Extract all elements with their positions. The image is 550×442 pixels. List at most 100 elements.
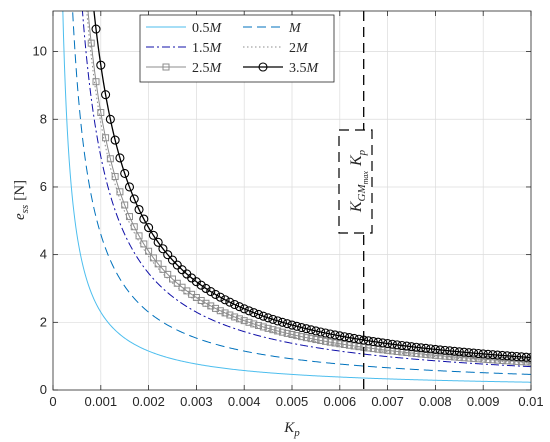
data-point bbox=[373, 337, 383, 347]
data-point bbox=[316, 327, 326, 337]
series-3 bbox=[81, 11, 531, 368]
data-point bbox=[411, 342, 421, 352]
data-point bbox=[441, 352, 449, 360]
legend-entry: 3.5M bbox=[243, 61, 320, 76]
data-point bbox=[116, 188, 124, 196]
data-point bbox=[115, 153, 125, 163]
data-point bbox=[297, 322, 307, 333]
x-tick-label: 0.008 bbox=[419, 394, 452, 409]
series-line bbox=[72, 11, 531, 375]
data-point bbox=[125, 213, 133, 221]
data-point bbox=[488, 350, 498, 360]
data-point bbox=[106, 155, 114, 163]
data-point bbox=[408, 349, 415, 357]
data-point bbox=[494, 356, 502, 364]
y-tick-label: 10 bbox=[33, 44, 47, 59]
data-point bbox=[526, 352, 531, 363]
data-point bbox=[253, 309, 264, 320]
data-point bbox=[402, 341, 412, 351]
data-point bbox=[484, 356, 492, 364]
y-axis-title: ess[N] bbox=[12, 180, 31, 220]
data-point bbox=[121, 201, 129, 209]
data-point bbox=[349, 333, 359, 343]
data-point bbox=[134, 204, 144, 215]
data-point bbox=[298, 333, 306, 341]
data-point bbox=[341, 341, 349, 349]
data-point bbox=[92, 78, 100, 86]
data-point bbox=[249, 308, 259, 318]
data-point bbox=[363, 336, 374, 346]
x-tick-label: 0.009 bbox=[467, 394, 500, 409]
data-point bbox=[130, 223, 138, 231]
data-point bbox=[231, 313, 239, 321]
data-point bbox=[517, 358, 525, 366]
data-point bbox=[140, 240, 148, 248]
data-point bbox=[403, 349, 411, 357]
legend-entry: 1.5M bbox=[146, 41, 223, 56]
data-point bbox=[111, 173, 119, 181]
y-tick-label: 0 bbox=[40, 382, 47, 397]
data-point bbox=[159, 265, 167, 273]
data-point bbox=[331, 339, 339, 347]
annotation-label: KGMmaxKp bbox=[348, 149, 370, 213]
data-point bbox=[497, 350, 507, 360]
data-point bbox=[245, 318, 253, 326]
data-point bbox=[406, 342, 417, 352]
data-point bbox=[507, 351, 517, 361]
x-tick-label: 0 bbox=[49, 394, 56, 409]
x-tick-label: 0.01 bbox=[518, 394, 543, 409]
data-point bbox=[292, 321, 302, 331]
data-point bbox=[306, 325, 316, 335]
legend-marker bbox=[258, 62, 268, 72]
legend-label: 3.5M bbox=[289, 61, 320, 76]
data-point bbox=[336, 340, 344, 348]
data-point bbox=[110, 135, 120, 145]
data-point bbox=[96, 60, 106, 70]
data-point bbox=[440, 345, 450, 355]
y-tick-label: 6 bbox=[40, 179, 47, 194]
data-point bbox=[492, 350, 503, 360]
data-point bbox=[426, 344, 436, 354]
data-point bbox=[124, 182, 135, 192]
data-point bbox=[354, 334, 364, 344]
data-point bbox=[263, 313, 273, 323]
data-point bbox=[283, 329, 291, 337]
data-point bbox=[311, 326, 321, 336]
data-point bbox=[503, 357, 511, 365]
data-point bbox=[469, 348, 479, 358]
data-point bbox=[498, 356, 506, 364]
data-point bbox=[97, 109, 105, 117]
y-tick-label: 4 bbox=[40, 247, 47, 262]
series-1 bbox=[62, 11, 531, 383]
data-point bbox=[417, 350, 425, 358]
data-point bbox=[167, 255, 178, 265]
x-tick-label: 0.001 bbox=[85, 394, 118, 409]
data-point bbox=[282, 319, 292, 329]
data-point bbox=[397, 340, 407, 351]
data-point bbox=[436, 352, 444, 360]
series-6 bbox=[91, 11, 531, 363]
data-point bbox=[210, 289, 221, 300]
data-point bbox=[430, 344, 440, 354]
legend-entry: 2M bbox=[243, 41, 309, 56]
series-line bbox=[81, 11, 531, 368]
data-point bbox=[144, 223, 154, 233]
data-point bbox=[221, 309, 229, 317]
data-point bbox=[239, 304, 249, 314]
data-point bbox=[149, 254, 157, 262]
data-point bbox=[522, 358, 530, 366]
legend-entry: 0.5M bbox=[146, 21, 223, 36]
data-point bbox=[277, 317, 287, 327]
x-tick-label: 0.007 bbox=[371, 394, 404, 409]
data-point bbox=[102, 134, 110, 142]
data-point bbox=[278, 328, 286, 336]
data-point bbox=[312, 336, 320, 344]
data-point bbox=[435, 345, 445, 355]
data-point bbox=[207, 302, 215, 310]
data-point bbox=[427, 351, 435, 359]
data-point bbox=[449, 346, 460, 356]
data-point bbox=[344, 333, 354, 343]
series-4 bbox=[86, 11, 531, 364]
y-tick-label: 2 bbox=[40, 314, 47, 329]
